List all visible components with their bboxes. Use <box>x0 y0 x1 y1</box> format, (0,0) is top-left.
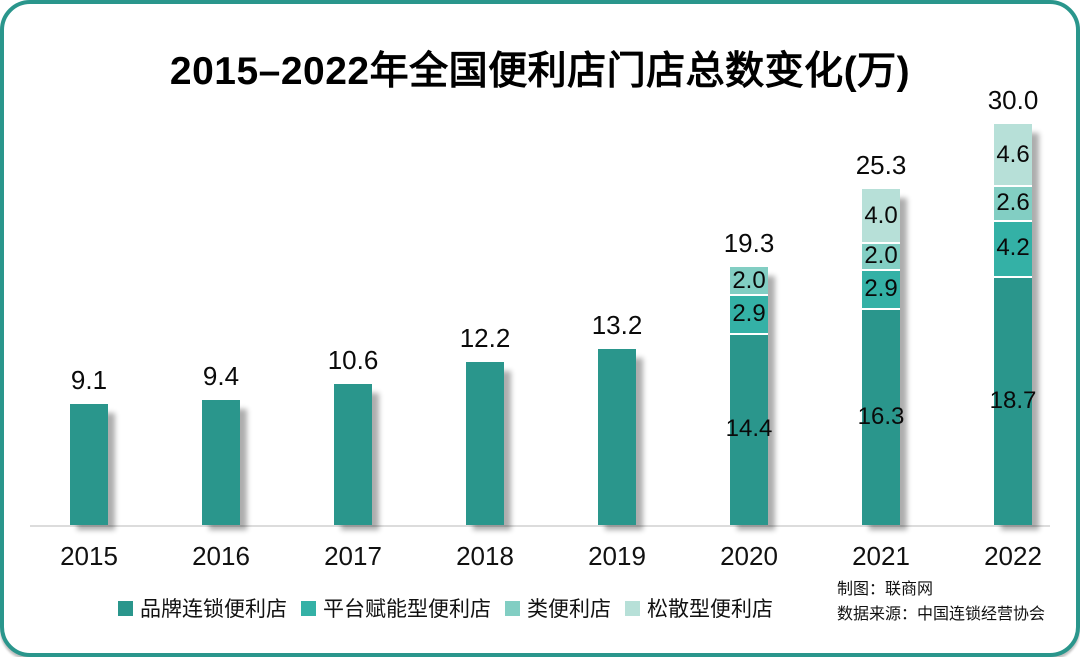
legend-label: 品牌连锁便利店 <box>140 598 287 621</box>
bar-segment-value: 2.9 <box>732 299 766 327</box>
bar-total-value: 19.3 <box>723 228 775 258</box>
bar-segment-value: 4.2 <box>996 234 1030 261</box>
bar-segment <box>334 384 372 525</box>
bar-segment-value: 2.6 <box>996 188 1030 216</box>
bar-total-value: 25.3 <box>855 150 907 180</box>
bar-segment <box>466 362 504 525</box>
x-axis-label: 2022 <box>984 541 1042 571</box>
bar-total-value: 30.0 <box>987 85 1039 115</box>
bar-segment-value: 2.0 <box>864 241 898 269</box>
bar-segment-value: 4.0 <box>864 201 898 229</box>
legend-item: 品牌连锁便利店 <box>118 593 287 623</box>
x-axis-label: 2020 <box>720 541 778 571</box>
legend-label: 平台赋能型便利店 <box>323 598 491 621</box>
plot-area: 9.1 9.4 10.6 12.2 13.2 14.4 2.9 2.0 19.3 16.3 2.9 2… <box>30 4 1050 527</box>
x-axis-label: 2018 <box>456 541 514 571</box>
credits: 制图：联商网 数据来源：中国连锁经营协会 <box>837 577 1045 627</box>
x-axis-label: 2015 <box>60 541 118 571</box>
x-axis-label: 2016 <box>192 541 250 571</box>
bar-segment <box>862 189 900 242</box>
bar-total-value: 13.2 <box>591 310 643 340</box>
bar-total-value: 9.1 <box>70 365 108 395</box>
legend-item: 类便利店 <box>505 593 611 623</box>
bar-segment <box>862 271 900 308</box>
bar-segment <box>730 267 768 294</box>
bar-segment <box>994 222 1032 276</box>
bar-total-value: 12.2 <box>459 323 511 353</box>
bar-segment <box>994 187 1032 220</box>
bar-segment-value: 14.4 <box>725 415 773 442</box>
legend-swatch <box>118 600 133 616</box>
bar-segment <box>862 310 900 525</box>
bar-total-value: 10.6 <box>327 345 379 375</box>
legend-label: 松散型便利店 <box>647 598 773 621</box>
legend: 品牌连锁便利店 平台赋能型便利店 类便利店 松散型便利店 <box>118 593 773 623</box>
bar-segment <box>70 404 108 525</box>
bar-segment-value: 2.0 <box>732 266 766 294</box>
x-axis-label: 2021 <box>852 541 910 571</box>
bar-segment-value: 2.9 <box>864 274 898 302</box>
bar-segment <box>598 349 636 525</box>
credit-source: 数据来源：中国连锁经营协会 <box>837 606 1046 623</box>
legend-label: 类便利店 <box>527 598 611 621</box>
bar-segment <box>730 296 768 333</box>
legend-swatch <box>301 600 316 616</box>
bar-segment <box>730 335 768 525</box>
legend-item: 松散型便利店 <box>625 593 773 623</box>
x-axis-label: 2019 <box>588 541 646 571</box>
bar-segment-value: 16.3 <box>857 402 905 430</box>
bar-segment-value: 18.7 <box>989 386 1037 414</box>
legend-swatch <box>505 600 520 616</box>
x-axis-label: 2017 <box>324 541 382 571</box>
bar-segment <box>994 124 1032 185</box>
legend-swatch <box>625 600 640 616</box>
bar-segment <box>994 278 1032 525</box>
credit-author: 制图：联商网 <box>837 581 934 598</box>
bar-segment-value: 4.6 <box>996 140 1030 168</box>
bar-total-value: 9.4 <box>202 361 240 391</box>
bar-segment <box>862 244 900 269</box>
chart-title: 2015–2022年全国便利店门店总数变化(万) <box>169 50 911 93</box>
legend-item: 平台赋能型便利店 <box>301 593 491 623</box>
bar-segment <box>202 400 240 525</box>
